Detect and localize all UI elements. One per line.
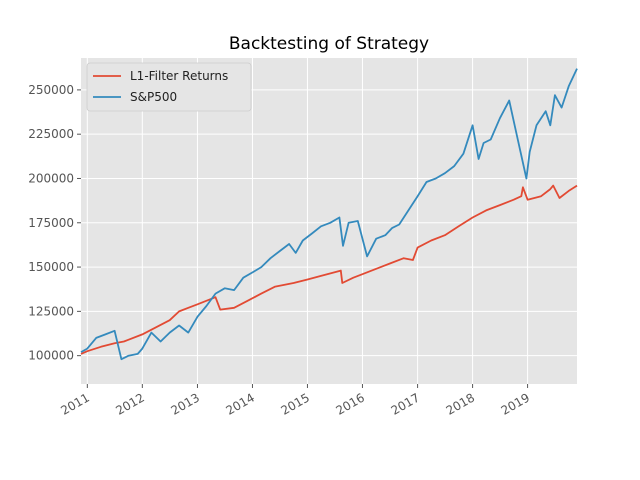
grid: [81, 58, 577, 384]
y-tick-label: 250000: [28, 83, 74, 97]
chart-title: Backtesting of Strategy: [229, 34, 429, 54]
series-layer: [80, 68, 578, 361]
y-tick-label: 225000: [28, 127, 74, 141]
y-tick-label: 200000: [28, 171, 74, 185]
legend-label-l1-filter: L1-Filter Returns: [130, 69, 228, 83]
series-line-s-p500: [80, 68, 578, 361]
y-tick-label: 175000: [28, 216, 74, 230]
legend-box: [86, 62, 252, 112]
y-tick-label: 125000: [28, 304, 74, 318]
y-axis: 100000 125000 150000 175000 200000 225000 2500…: [28, 83, 81, 363]
y-tick-label: 150000: [28, 260, 74, 274]
plot-area: [81, 58, 577, 384]
y-tick-label: 100000: [28, 349, 74, 363]
series-line-l1-filter-returns: [80, 184, 578, 355]
legend-label-sp500: S&P500: [130, 90, 177, 104]
legend: L1-Filter Returns S&P500: [86, 62, 252, 112]
